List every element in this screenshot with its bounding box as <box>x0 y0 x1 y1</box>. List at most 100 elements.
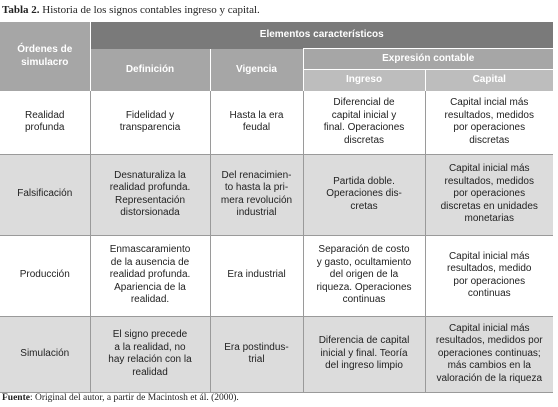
table-cell: Capital inicial más resultados, medidos po… <box>424 154 554 235</box>
header-cell: Órdenes de simulacro <box>0 22 90 91</box>
cell-line: Simulación <box>20 347 70 359</box>
cell-line: y gasto, ocultamiento <box>316 256 412 268</box>
table-cell: Capital inicial más resultados, medidos p… <box>424 316 554 392</box>
table: Órdenes de simulacro Elementos caracterís… <box>0 22 554 393</box>
table-cell: Era industrial <box>209 235 303 316</box>
cell-line: capital inicial y <box>331 109 397 121</box>
cell-line: resultados, medido <box>447 263 532 274</box>
header-cell: Capital <box>424 69 554 91</box>
cell-line: Desnaturaliza la <box>114 169 186 181</box>
cell-line: continuas <box>342 294 386 306</box>
table-cell: Enmascaramiento de la ausencia de realidad… <box>89 235 210 316</box>
cell-line: feudal <box>242 122 271 134</box>
cell-line: operaciones continuas; <box>437 347 541 359</box>
cell-line: transparencia <box>119 122 181 134</box>
cell-line: El signo precede <box>112 329 188 340</box>
cell-line: discretas <box>469 134 510 146</box>
table-row: Falsificación Desnaturaliza la realidad pr… <box>0 154 554 235</box>
cell-line: riqueza. Operaciones <box>316 281 412 293</box>
cell-line: Del renacimien- <box>221 169 292 181</box>
table-cell: Desnaturaliza la realidad profunda. Repres… <box>89 154 210 235</box>
cell-line: Operaciones dis- <box>326 188 402 200</box>
cell-line: discretas <box>343 134 384 146</box>
cell-line: Partida doble. <box>333 175 395 187</box>
table-cell: Falsificación <box>0 154 90 235</box>
cell-line: Representación <box>114 194 186 206</box>
table-row: Realidad profunda Fidelidad y transparencia… <box>0 91 554 154</box>
cell-line: monetarias <box>464 213 514 225</box>
cell-line: Producción <box>19 269 70 281</box>
cell-line: profunda <box>25 122 65 134</box>
cell-line: realidad <box>132 366 168 378</box>
header-cell: Elementos característicos <box>89 22 554 49</box>
cell-line: Diferencia de capital <box>318 335 410 347</box>
cell-line: Capital inicial más <box>448 250 530 262</box>
cell-line: Capital inicial más <box>448 322 530 334</box>
cell-line: hay relación con la <box>108 354 192 365</box>
cell-line: industrial <box>236 207 277 218</box>
table-cell: Realidad profunda <box>0 91 90 154</box>
table-title: Tabla 2. Historia de los signos contable… <box>2 4 260 16</box>
cell-line: to hasta la pri- <box>224 182 289 193</box>
header-line: simulacro <box>21 56 69 68</box>
cell-line: Diferencial de <box>333 97 395 109</box>
cell-line: realidad. <box>130 294 170 306</box>
cell-line: del ingreso limpio <box>325 360 403 372</box>
table-cell: Simulación <box>0 316 90 392</box>
cell-line: a la realidad, no <box>114 341 186 353</box>
cell-line: por operaciones <box>453 275 526 287</box>
cell-line: Realidad <box>25 109 65 121</box>
cell-line: Fidelidad y <box>125 109 175 121</box>
cell-line: realidad profunda. <box>109 182 191 193</box>
cell-line: del origen de la <box>329 269 399 281</box>
cell-line: por operaciones <box>453 188 526 200</box>
cell-line: Capital incial más <box>450 97 529 109</box>
cell-line: realidad profunda. <box>109 269 191 281</box>
header-line: Órdenes de <box>17 44 73 55</box>
header-cell: Expresión contable <box>302 48 554 70</box>
cell-line: Separación de costo <box>318 244 410 256</box>
cell-line: valoración de la riqueza <box>436 372 543 384</box>
cell-line: discretas en unidades <box>440 200 538 212</box>
table-body: Realidad profunda Fidelidad y transparencia… <box>0 91 554 392</box>
cell-line: más cambios en la <box>447 360 531 372</box>
header-cell: Vigencia <box>209 48 303 91</box>
cell-line: Era postindus- <box>224 341 289 353</box>
table-cell: Del renacimien-to hasta la pri-mera revo… <box>209 154 303 235</box>
footer-label: Fuente <box>2 393 30 403</box>
header-cell: Definición <box>89 48 210 91</box>
cell-line: Falsificación <box>17 188 73 200</box>
table-cell: Capital incial más resultados, medidos por… <box>424 91 554 154</box>
table-cell: Partida doble. Operaciones dis-cretas <box>302 154 425 235</box>
cell-line: inicial y final. Teoría <box>320 347 408 359</box>
table-row: Simulación El signo precede a la realidad,… <box>0 316 554 392</box>
cell-line: cretas <box>350 200 378 212</box>
cell-line: Enmascaramiento <box>109 244 191 256</box>
cell-line: resultados, medidos por <box>435 335 543 347</box>
table-cell: Diferencial de capital inicial y final. Op… <box>302 91 425 154</box>
cell-line: final. Operaciones <box>323 122 405 134</box>
cell-line: resultados, medidos <box>444 175 535 187</box>
cell-line: distorsionada <box>120 207 180 218</box>
table-cell: El signo precede a la realidad, no hay rel… <box>89 316 210 392</box>
cell-line: Era industrial <box>227 269 286 281</box>
cell-line: por operaciones <box>453 122 526 134</box>
table-cell: Hasta la era feudal <box>209 91 303 154</box>
cell-line: de la ausencia de <box>110 256 190 268</box>
cell-line: mera revolución <box>220 194 293 206</box>
cell-line: Capital inicial más <box>448 163 530 175</box>
table-row: Producción Enmascaramiento de la ausencia … <box>0 235 554 316</box>
cell-line: trial <box>248 354 265 365</box>
cell-line: Apariencia de la <box>114 281 186 293</box>
cell-line: Hasta la era <box>229 109 284 121</box>
table-cell: Era postindus-trial <box>209 316 303 392</box>
header-cell: Ingreso <box>302 69 425 91</box>
table-cell: Separación de costo y gasto, ocultamiento… <box>302 235 425 316</box>
table-cell: Producción <box>0 235 90 316</box>
table-footer: Fuente: Original del autor, a partir de … <box>2 393 239 403</box>
footer-text: : Original del autor, a partir de Macint… <box>29 393 239 403</box>
title-text: Historia de los signos contables ingreso… <box>42 4 260 16</box>
table-cell: Capital inicial más resultados, medido por… <box>424 235 554 316</box>
cell-line: resultados, medidos <box>444 109 535 121</box>
